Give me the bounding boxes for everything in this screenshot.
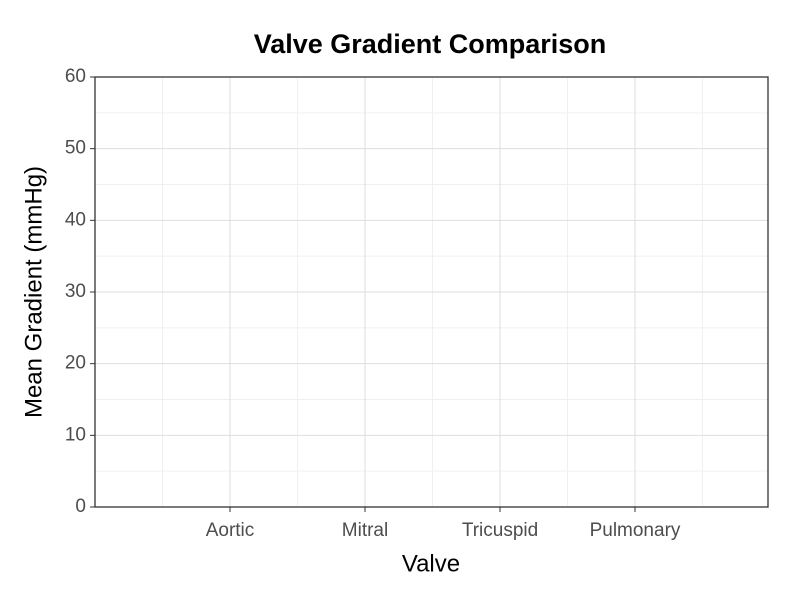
y-tick-label: 40: [65, 209, 86, 230]
grid: [95, 76, 768, 508]
chart-title: Valve Gradient Comparison: [254, 29, 607, 59]
y-tick-label: 30: [65, 281, 86, 302]
x-tick-label: Mitral: [342, 520, 388, 541]
panel-border: [94, 76, 769, 508]
ticks: 0 10 20 30 40 50 60 Aortic Mitral Tricuspid Pulmon…: [65, 66, 681, 541]
y-tick-label: 0: [75, 496, 86, 517]
y-tick-label: 20: [65, 353, 86, 374]
x-tick-label: Pulmonary: [590, 520, 681, 541]
y-tick-label: 10: [65, 424, 86, 445]
y-axis-label: Mean Gradient (mmHg): [20, 166, 47, 418]
y-tick-label: 60: [65, 66, 86, 87]
x-axis-label: Valve: [402, 550, 460, 577]
x-tick-label: Aortic: [206, 520, 255, 541]
x-tick-label: Tricuspid: [462, 520, 538, 541]
y-tick-label: 50: [65, 138, 86, 159]
